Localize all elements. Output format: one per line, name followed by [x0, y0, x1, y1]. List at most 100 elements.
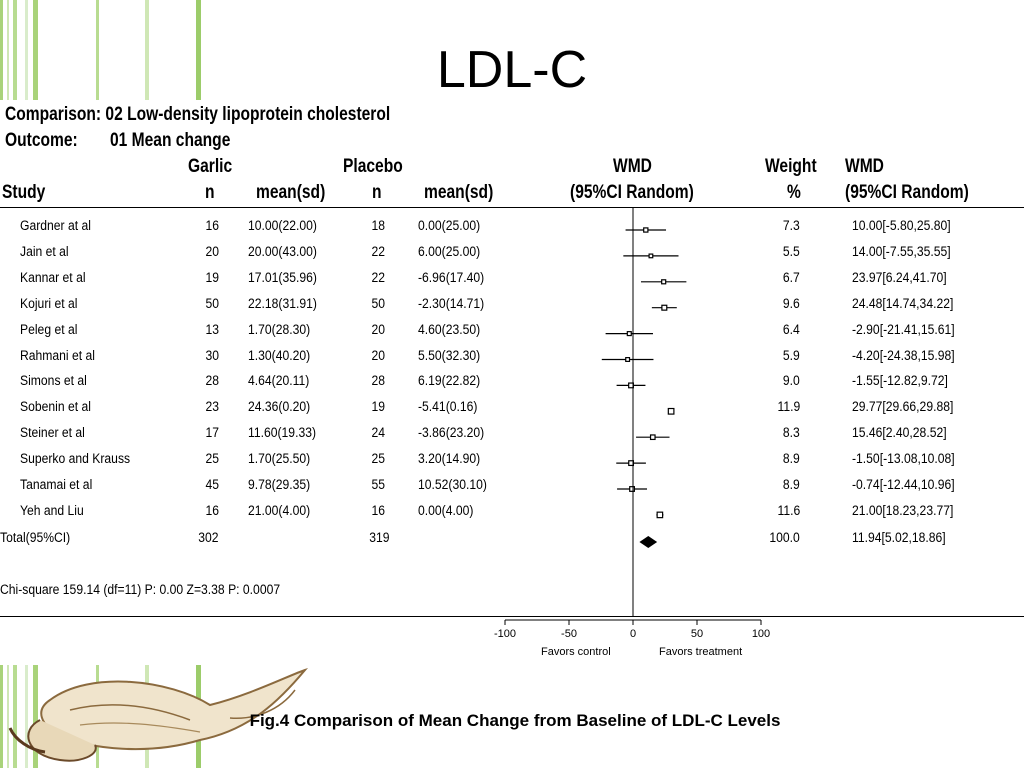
garlic-mean: 22.18(31.91) — [248, 295, 317, 311]
point-estimate — [643, 227, 649, 233]
favors-treatment-label: Favors treatment — [659, 646, 742, 658]
x-tick-label: -100 — [494, 628, 516, 640]
garlic-illustration — [8, 667, 309, 762]
garlic-n: 17 — [205, 425, 219, 441]
x-tick-label: 0 — [630, 628, 636, 640]
garlic-mean: 9.78(29.35) — [248, 477, 311, 492]
col-placebo: Placebo — [343, 156, 403, 177]
total-garlic-n: 302 — [198, 530, 219, 545]
total-label: Total(95%CI) — [0, 530, 71, 545]
heterogeneity-text: Chi-square 159.14 (df=11) P: 0.00 Z=3.38… — [0, 582, 281, 597]
wmd-ci-text: -1.50[-13.08,10.08] — [852, 451, 955, 467]
study-name: Simons et al — [20, 373, 87, 389]
garlic-n: 20 — [205, 243, 219, 259]
garlic-mean: 24.36(0.20) — [248, 399, 311, 415]
wmd-ci-text: 10.00[-5.80,25.80] — [852, 218, 951, 233]
wmd-ci-text: -2.90[-21.41,15.61] — [852, 321, 955, 337]
point-estimate — [648, 253, 654, 259]
weight-value: 11.9 — [777, 399, 800, 415]
placebo-mean: -5.41(0.16) — [418, 399, 478, 415]
placebo-mean: 6.19(22.82) — [418, 373, 481, 389]
study-name: Tanamai et al — [20, 477, 93, 492]
weight-value: 6.4 — [783, 321, 800, 337]
placebo-mean: 5.50(32.30) — [418, 347, 481, 363]
outcome-label: Outcome: — [5, 130, 78, 151]
wmd-ci-text: 14.00[-7.55,35.55] — [852, 243, 951, 259]
col-garlic-n: n — [205, 182, 215, 203]
garlic-n: 45 — [205, 477, 219, 492]
col-garlic: Garlic — [188, 156, 233, 177]
placebo-mean: 3.20(14.90) — [418, 451, 481, 467]
forest-svg: -100 -50 0 50 100 Favors control Favors treatm… — [494, 208, 770, 658]
x-tick-label: 50 — [691, 628, 703, 640]
favors-control-label: Favors control — [541, 646, 611, 658]
wmd-ci-text: 24.48[14.74,34.22] — [852, 295, 954, 311]
placebo-mean: 6.00(25.00) — [418, 243, 481, 259]
garlic-n: 16 — [205, 218, 219, 233]
garlic-mean: 11.60(19.33) — [248, 425, 317, 441]
placebo-mean: 0.00(4.00) — [418, 502, 474, 518]
garlic-mean: 1.30(40.20) — [248, 347, 311, 363]
wmd-ci-text: -1.55[-12.82,9.72] — [852, 373, 948, 389]
placebo-n: 19 — [371, 399, 385, 415]
col-wmd-right: WMD — [845, 156, 884, 177]
comparison-label: Comparison: 02 Low-density lipoprotein c… — [5, 104, 391, 125]
placebo-n: 16 — [371, 502, 385, 518]
garlic-n: 13 — [205, 321, 219, 337]
point-estimate — [667, 407, 675, 415]
header-rule — [0, 207, 1024, 208]
wmd-ci-text: -4.20[-24.38,15.98] — [852, 347, 955, 363]
placebo-mean: -3.86(23.20) — [418, 425, 485, 441]
col-pct: % — [787, 182, 801, 203]
weight-value: 5.9 — [783, 347, 800, 363]
garlic-n: 30 — [205, 347, 219, 363]
garlic-n: 50 — [205, 295, 219, 311]
placebo-n: 28 — [371, 373, 385, 389]
placebo-mean: -6.96(17.40) — [418, 269, 485, 285]
placebo-mean: 0.00(25.00) — [418, 218, 481, 233]
garlic-mean: 17.01(35.96) — [248, 269, 317, 285]
garlic-n: 19 — [205, 269, 219, 285]
placebo-n: 55 — [371, 477, 385, 492]
col-ci-random-right: (95%CI Random) — [845, 182, 969, 203]
weight-value: 6.7 — [783, 269, 800, 285]
study-name: Sobenin et al — [20, 399, 91, 415]
col-placebo-mean: mean(sd) — [424, 182, 494, 203]
placebo-n: 50 — [371, 295, 385, 311]
total-placebo-n: 319 — [369, 530, 390, 545]
point-estimate — [661, 279, 667, 285]
study-name: Peleg et al — [20, 321, 78, 337]
figure-caption: Fig.4 Comparison of Mean Change from Bas… — [249, 711, 781, 730]
study-name: Kojuri et al — [20, 295, 78, 311]
placebo-mean: 10.52(30.10) — [418, 477, 487, 492]
col-garlic-mean: mean(sd) — [256, 182, 326, 203]
wmd-ci-text: 23.97[6.24,41.70] — [852, 269, 947, 285]
garlic-n: 16 — [205, 502, 219, 518]
placebo-n: 22 — [371, 243, 385, 259]
wmd-ci-text: 15.46[2.40,28.52] — [852, 425, 947, 441]
garlic-n: 28 — [205, 373, 219, 389]
placebo-mean: 4.60(23.50) — [418, 321, 481, 337]
garlic-mean: 4.64(20.11) — [248, 373, 310, 389]
weight-value: 7.3 — [783, 218, 800, 233]
pooled-diamond — [639, 536, 658, 548]
weight-value: 8.9 — [783, 477, 800, 492]
weight-value: 8.3 — [783, 425, 800, 441]
garlic-mean: 20.00(43.00) — [248, 243, 317, 259]
study-name: Rahmani et al — [20, 347, 95, 363]
wmd-ci-text: 21.00[18.23,23.77] — [852, 502, 954, 518]
wmd-ci-text: -0.74[-12.44,10.96] — [852, 477, 955, 492]
weight-value: 8.9 — [783, 451, 800, 467]
point-estimate — [626, 331, 632, 337]
point-estimate — [629, 486, 635, 492]
placebo-n: 20 — [371, 347, 385, 363]
footer-rule — [0, 616, 1024, 617]
col-wmd: WMD — [613, 156, 652, 177]
placebo-n: 18 — [371, 218, 385, 233]
slide-title: LDL-C — [436, 41, 588, 99]
placebo-n: 22 — [371, 269, 385, 285]
col-placebo-n: n — [372, 182, 382, 203]
garlic-mean: 10.00(22.00) — [248, 218, 317, 233]
x-tick-label: 100 — [752, 628, 770, 640]
col-weight: Weight — [765, 156, 817, 177]
